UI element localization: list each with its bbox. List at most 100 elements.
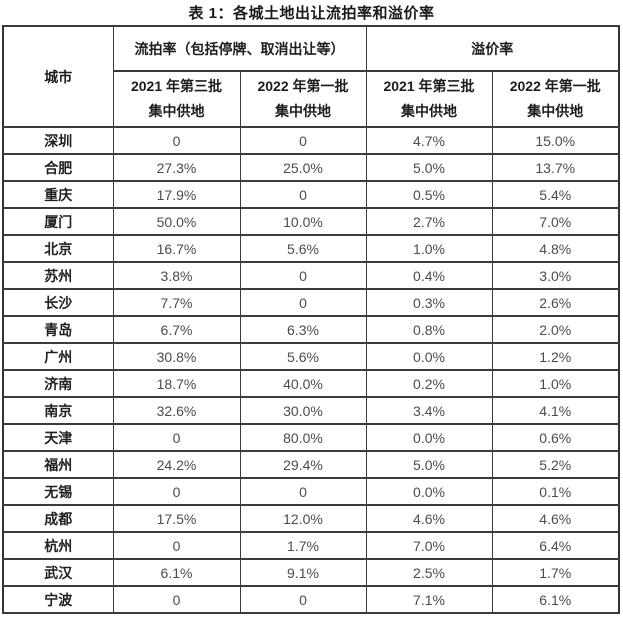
- city-cell: 杭州: [2, 531, 114, 560]
- value-cell: 2.0%: [491, 315, 620, 344]
- value-cell: 17.5%: [112, 504, 241, 533]
- value-cell: 2.6%: [491, 288, 620, 317]
- city-cell: 广州: [2, 342, 114, 371]
- value-cell: 0: [239, 288, 367, 317]
- value-cell: 0: [239, 261, 367, 290]
- value-cell: 0: [112, 126, 241, 155]
- value-cell: 2.7%: [365, 207, 493, 236]
- batch-label-line1: 2022 年第一批: [509, 78, 601, 94]
- value-cell: 32.6%: [112, 396, 241, 425]
- value-cell: 6.1%: [112, 558, 241, 587]
- value-cell: 0: [112, 477, 241, 506]
- value-cell: 40.0%: [239, 369, 367, 398]
- value-cell: 4.7%: [365, 126, 493, 155]
- column-header-premium-2022-q1: 2022 年第一批 集中供地: [491, 70, 620, 128]
- city-cell: 长沙: [2, 288, 114, 317]
- value-cell: 24.2%: [112, 450, 241, 479]
- city-cell: 成都: [2, 504, 114, 533]
- city-cell: 武汉: [2, 558, 114, 587]
- table-row: 苏州 3.8% 0 0.4% 3.0%: [2, 261, 620, 290]
- batch-label-line1: 2021 年第三批: [383, 78, 475, 94]
- table-body: 深圳 0 0 4.7% 15.0% 合肥 27.3% 25.0% 5.0% 13.7% 重庆 17.9…: [2, 126, 620, 614]
- data-table: 城市 流拍率（包括停牌、取消出让等） 溢价率 2021 年第三批 集中供地 20…: [2, 25, 620, 614]
- value-cell: 30.8%: [112, 342, 241, 371]
- table-row: 济南 18.7% 40.0% 0.2% 1.0%: [2, 369, 620, 398]
- value-cell: 0.1%: [491, 477, 620, 506]
- value-cell: 4.6%: [365, 504, 493, 533]
- value-cell: 7.1%: [365, 585, 493, 614]
- table-row: 青岛 6.7% 6.3% 0.8% 2.0%: [2, 315, 620, 344]
- table-row: 无锡 0 0 0.0% 0.1%: [2, 477, 620, 506]
- table-row: 广州 30.8% 5.6% 0.0% 1.2%: [2, 342, 620, 371]
- value-cell: 80.0%: [239, 423, 367, 452]
- city-cell: 福州: [2, 450, 114, 479]
- value-cell: 17.9%: [112, 180, 241, 209]
- city-cell: 苏州: [2, 261, 114, 290]
- batch-label-line2: 集中供地: [401, 103, 457, 119]
- table-row: 重庆 17.9% 0 0.5% 5.4%: [2, 180, 620, 209]
- column-header-failure-2021-q3: 2021 年第三批 集中供地: [112, 70, 241, 128]
- value-cell: 7.0%: [491, 207, 620, 236]
- value-cell: 5.4%: [491, 180, 620, 209]
- value-cell: 7.7%: [112, 288, 241, 317]
- value-cell: 6.1%: [491, 585, 620, 614]
- value-cell: 0: [239, 477, 367, 506]
- table-title: 表 1：各城土地出让流拍率和溢价率: [188, 5, 435, 22]
- value-cell: 4.6%: [491, 504, 620, 533]
- value-cell: 0: [112, 585, 241, 614]
- city-cell: 济南: [2, 369, 114, 398]
- value-cell: 0: [112, 423, 241, 452]
- value-cell: 2.5%: [365, 558, 493, 587]
- value-cell: 30.0%: [239, 396, 367, 425]
- value-cell: 0: [239, 126, 367, 155]
- value-cell: 27.3%: [112, 153, 241, 182]
- column-header-premium-rate: 溢价率: [365, 25, 620, 72]
- value-cell: 25.0%: [239, 153, 367, 182]
- table-row: 南京 32.6% 30.0% 3.4% 4.1%: [2, 396, 620, 425]
- table-header: 城市 流拍率（包括停牌、取消出让等） 溢价率 2021 年第三批 集中供地 20…: [2, 25, 620, 128]
- value-cell: 6.4%: [491, 531, 620, 560]
- value-cell: 3.4%: [365, 396, 493, 425]
- value-cell: 0.0%: [365, 477, 493, 506]
- city-cell: 合肥: [2, 153, 114, 182]
- value-cell: 1.7%: [491, 558, 620, 587]
- table-row: 深圳 0 0 4.7% 15.0%: [2, 126, 620, 155]
- value-cell: 3.8%: [112, 261, 241, 290]
- city-cell: 青岛: [2, 315, 114, 344]
- batch-label-line2: 集中供地: [275, 103, 331, 119]
- value-cell: 0: [239, 585, 367, 614]
- table-row: 成都 17.5% 12.0% 4.6% 4.6%: [2, 504, 620, 533]
- value-cell: 0: [112, 531, 241, 560]
- value-cell: 6.3%: [239, 315, 367, 344]
- value-cell: 1.2%: [491, 342, 620, 371]
- value-cell: 50.0%: [112, 207, 241, 236]
- value-cell: 5.6%: [239, 342, 367, 371]
- value-cell: 10.0%: [239, 207, 367, 236]
- value-cell: 7.0%: [365, 531, 493, 560]
- city-cell: 深圳: [2, 126, 114, 155]
- header-row-batches: 2021 年第三批 集中供地 2022 年第一批 集中供地 2021 年第三批 …: [3, 70, 620, 128]
- value-cell: 0.0%: [365, 423, 493, 452]
- table-row: 杭州 0 1.7% 7.0% 6.4%: [2, 531, 620, 560]
- value-cell: 0.3%: [365, 288, 493, 317]
- value-cell: 0.6%: [491, 423, 620, 452]
- city-cell: 宁波: [2, 585, 114, 614]
- table-row: 福州 24.2% 29.4% 5.0% 5.2%: [2, 450, 620, 479]
- value-cell: 0.2%: [365, 369, 493, 398]
- value-cell: 1.0%: [491, 369, 620, 398]
- value-cell: 29.4%: [239, 450, 367, 479]
- table-row: 宁波 0 0 7.1% 6.1%: [2, 585, 620, 614]
- city-cell: 北京: [2, 234, 114, 263]
- city-cell: 天津: [2, 423, 114, 452]
- value-cell: 4.1%: [491, 396, 620, 425]
- value-cell: 12.0%: [239, 504, 367, 533]
- batch-label-line2: 集中供地: [527, 103, 584, 119]
- value-cell: 1.7%: [239, 531, 367, 560]
- value-cell: 6.7%: [112, 315, 241, 344]
- column-header-failure-2022-q1: 2022 年第一批 集中供地: [239, 70, 367, 128]
- value-cell: 15.0%: [491, 126, 620, 155]
- value-cell: 5.0%: [365, 153, 493, 182]
- city-cell: 重庆: [2, 180, 114, 209]
- table-row: 天津 0 80.0% 0.0% 0.6%: [2, 423, 620, 452]
